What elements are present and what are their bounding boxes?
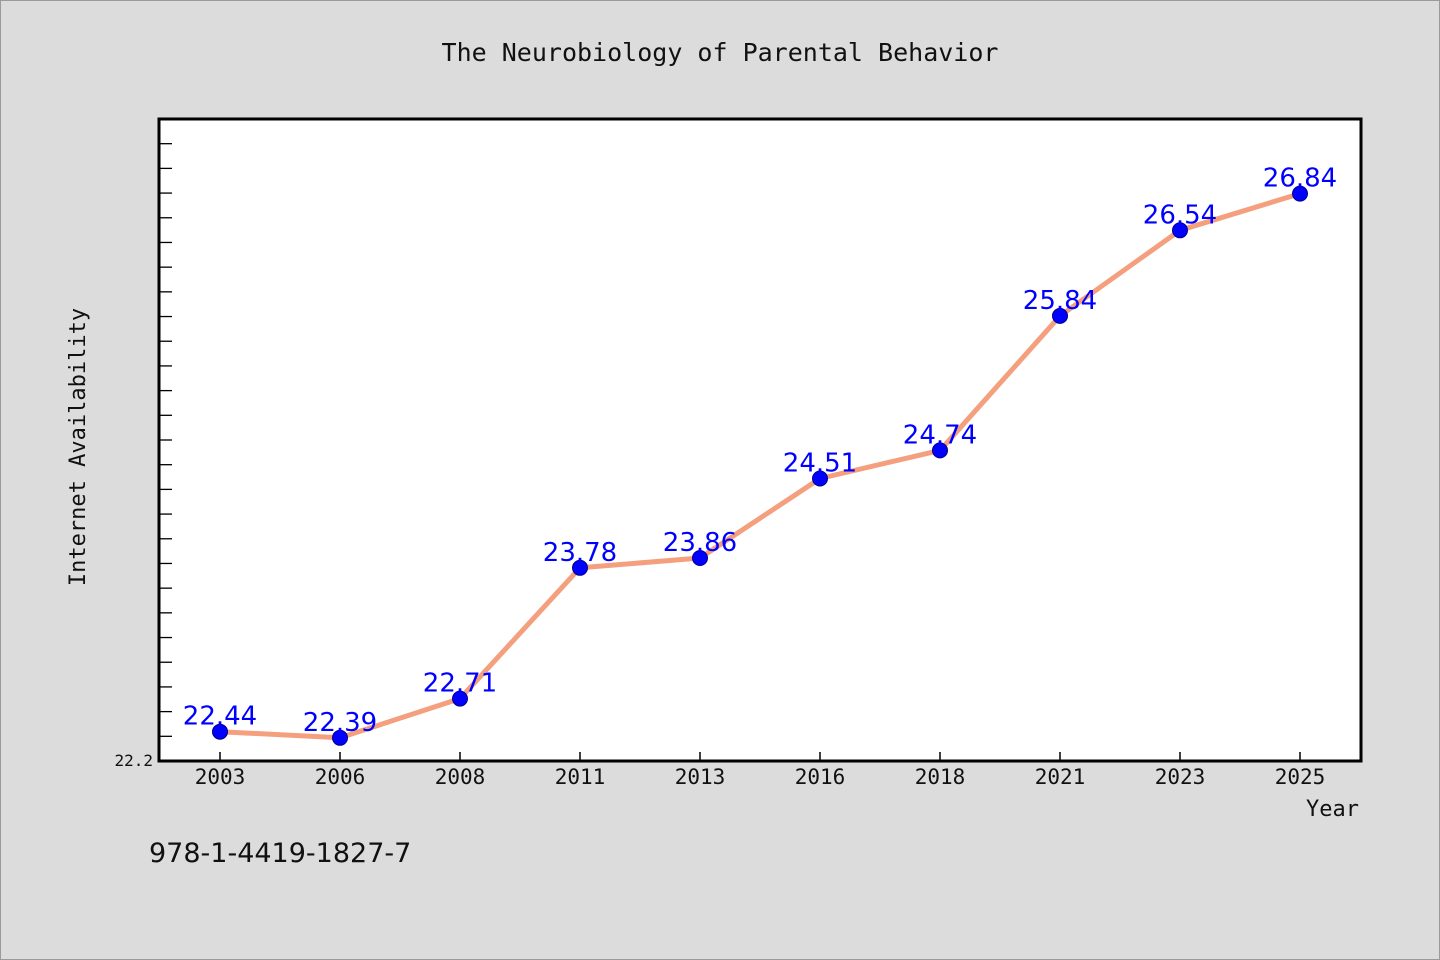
data-label: 24.51 (783, 449, 857, 479)
data-label: 22.44 (183, 702, 257, 732)
data-point (812, 470, 828, 487)
data-label: 23.86 (663, 528, 737, 558)
chart-title: The Neurobiology of Parental Behavior (442, 38, 999, 67)
data-point (1292, 185, 1308, 202)
x-tick-label: 2016 (795, 765, 846, 789)
x-axis-tick-labels: 2003 2006 2008 2011 2013 2016 2018 2021 2023 2025 (195, 765, 1326, 789)
data-label: 26.84 (1263, 164, 1337, 194)
data-point (932, 442, 948, 459)
data-point (452, 690, 468, 707)
x-tick-label: 2025 (1275, 765, 1326, 789)
data-point (212, 723, 228, 740)
x-tick-label: 2003 (195, 765, 246, 789)
data-label: 22.39 (303, 708, 377, 738)
data-label: 26.54 (1143, 200, 1217, 230)
data-point (332, 729, 348, 746)
data-point (692, 550, 708, 566)
data-point (1172, 222, 1188, 239)
series-markers (212, 185, 1308, 746)
x-tick-label: 2006 (315, 765, 366, 789)
data-label: 24.74 (903, 420, 977, 450)
x-axis-ticks (219, 752, 1301, 761)
data-label: 25.84 (1023, 286, 1097, 316)
y-axis-tick-label: 22.2 (114, 751, 153, 770)
data-point (572, 559, 588, 576)
x-axis-label: Year (1306, 797, 1359, 822)
data-label: 23.78 (543, 538, 617, 568)
x-tick-label: 2008 (435, 765, 486, 789)
x-tick-label: 2013 (675, 765, 726, 789)
series-line (217, 191, 1303, 741)
plot-area (157, 117, 1363, 763)
data-labels: 22.44 22.39 22.71 23.78 23.86 24.51 24.74 25.84… (183, 164, 1337, 738)
x-tick-label: 2021 (1035, 765, 1086, 789)
x-tick-label: 2011 (555, 765, 606, 789)
data-label: 22.71 (423, 669, 497, 699)
caption: 978-1-4419-1827-7 (149, 838, 411, 869)
x-tick-label: 2023 (1155, 765, 1206, 789)
y-axis-label: Internet Availability (66, 308, 91, 586)
data-point (1052, 307, 1068, 324)
x-tick-label: 2018 (915, 765, 966, 789)
y-axis-minor-ticks (159, 143, 172, 737)
